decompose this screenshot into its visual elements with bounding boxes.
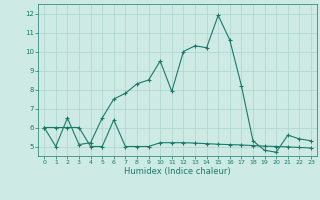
X-axis label: Humidex (Indice chaleur): Humidex (Indice chaleur): [124, 167, 231, 176]
